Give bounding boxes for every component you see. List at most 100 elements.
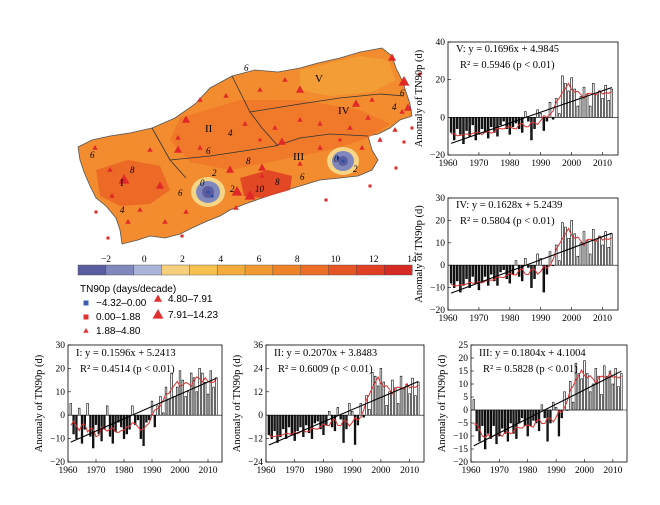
bar: [543, 409, 546, 419]
bar: [282, 414, 285, 430]
bar: [379, 368, 383, 416]
bar: [120, 414, 123, 428]
bar: [573, 233, 576, 266]
colorbar-segment: [300, 264, 329, 276]
bar: [125, 414, 128, 435]
x-tick-label: 1960: [439, 159, 458, 169]
bar: [607, 246, 610, 266]
y-tick-label: 12: [254, 388, 264, 398]
y-tick-label: 15: [459, 367, 469, 377]
station-marker: [206, 190, 210, 194]
colorbar-tick-label: 8: [295, 255, 300, 265]
x-tick-label: 1980: [500, 314, 519, 324]
bar: [583, 360, 586, 411]
bar: [368, 409, 371, 416]
station-marker: [324, 198, 328, 202]
bar: [545, 117, 549, 122]
bar: [608, 370, 612, 411]
bar: [145, 414, 148, 423]
bar: [530, 117, 533, 141]
chart-frame: [67, 344, 223, 463]
x-tick-label: 1990: [531, 314, 550, 324]
bar: [319, 414, 322, 430]
bar: [483, 264, 487, 277]
x-tick-label: 1990: [547, 466, 566, 476]
y-tick-label: −12: [248, 435, 263, 445]
bar: [481, 409, 484, 426]
colorbar-segment: [189, 264, 218, 276]
station-marker: [377, 137, 383, 142]
colorbar-tick-label: 14: [407, 255, 417, 265]
bar: [362, 414, 365, 418]
map-region-label: I: [120, 177, 124, 189]
bar: [592, 83, 595, 118]
x-tick-label: 1980: [115, 466, 134, 476]
y-tick-label: 20: [436, 76, 446, 86]
bar: [586, 373, 589, 411]
bar: [399, 375, 403, 416]
y-tick-label: −20: [430, 151, 445, 161]
x-tick-label: 1980: [500, 159, 519, 169]
bar: [610, 233, 614, 266]
bar: [492, 409, 495, 426]
bar: [486, 117, 490, 139]
bar: [588, 105, 592, 118]
legend-label: 7.91–14.23: [168, 310, 218, 321]
station-marker: [137, 207, 143, 212]
station-marker: [347, 125, 353, 130]
bar: [605, 375, 609, 411]
bar: [376, 385, 380, 416]
y-tick-label: 10: [56, 388, 66, 398]
bar: [546, 409, 549, 442]
station-marker: [242, 121, 248, 126]
legend-title: TN90p (days/decade): [80, 284, 176, 295]
bar: [579, 96, 583, 118]
bar: [296, 414, 299, 432]
bar: [339, 414, 342, 420]
bar: [139, 414, 142, 439]
x-tick-label: 1960: [462, 466, 481, 476]
x-tick-label: 1970: [87, 466, 106, 476]
bar: [604, 85, 607, 118]
bar: [527, 117, 530, 122]
bar: [184, 396, 187, 416]
x-tick-label: 1960: [257, 466, 276, 476]
x-tick-label: 1980: [314, 466, 333, 476]
bar: [499, 264, 502, 273]
map-contour-label: 8: [130, 165, 135, 175]
chart-I: −20 −10 0 10 20 30 1960 1970 1980 1990 2000 2010 I: …: [34, 341, 223, 476]
station-marker: [387, 53, 397, 61]
station-marker: [259, 173, 265, 178]
map-contour-label: 10: [255, 184, 265, 194]
bar: [465, 117, 468, 131]
map-contour-label: 0: [200, 178, 205, 188]
bar: [97, 414, 100, 435]
bar: [592, 229, 595, 266]
bar: [495, 409, 498, 445]
bar: [417, 381, 420, 416]
bar: [620, 373, 623, 411]
bar: [598, 90, 601, 118]
bar: [502, 264, 505, 270]
bar: [617, 386, 620, 411]
x-tick-label: 1970: [490, 466, 509, 476]
y-tick-label: 0: [258, 411, 263, 421]
legend-symbol: [83, 300, 89, 306]
map-contour-label: 6: [178, 188, 183, 198]
bar: [505, 117, 508, 129]
colorbar-segment: [272, 264, 302, 276]
bar: [114, 414, 117, 432]
chart-II: −24 −12 0 12 24 36 1960 1970 1980 1990 2000 2010 II:…: [232, 341, 425, 476]
bar: [574, 362, 578, 411]
colorbar: −2 0 2 4 6 8 10 12 14: [77, 255, 417, 276]
station-marker: [418, 72, 422, 76]
bar: [382, 381, 385, 416]
station-marker: [317, 121, 323, 126]
bar: [530, 264, 533, 288]
bar: [524, 111, 527, 118]
y-tick-label: 10: [436, 239, 446, 249]
bar: [136, 414, 140, 421]
bar: [209, 370, 212, 416]
chart-r-squared: R² = 0.5946 (p < 0.01): [460, 60, 555, 71]
